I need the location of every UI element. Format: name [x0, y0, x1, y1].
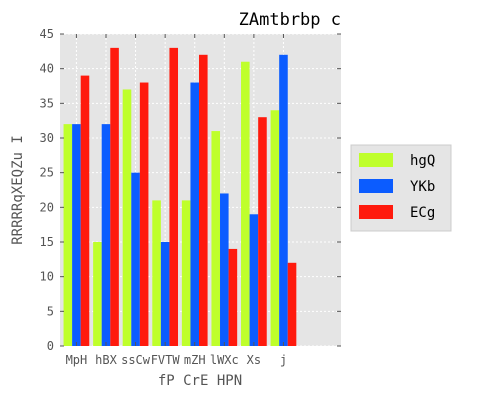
y-tick-label: 40: [40, 62, 54, 76]
legend-label-hgQ: hgQ: [410, 153, 435, 169]
bar-hgQ-MpH: [63, 124, 73, 346]
bar-ECg-MpH: [80, 75, 90, 346]
bar-hgQ-ssCw: [122, 89, 132, 346]
y-tick-label: 10: [40, 270, 54, 284]
x-tick-label: Xs: [247, 353, 261, 367]
bar-YKb-j: [279, 54, 288, 347]
bar-hgQ-hBX: [93, 242, 102, 346]
legend-swatch-hgQ: [359, 153, 393, 167]
legend-swatch-YKb: [359, 179, 393, 193]
bar-hgQ-mZH: [181, 200, 191, 346]
x-tick-label: mZH: [184, 353, 206, 367]
x-tick-label: FVTW: [151, 353, 181, 367]
bar-hgQ-j: [270, 110, 280, 347]
bars-group: [63, 47, 297, 347]
bar-YKb-lWXc: [220, 193, 229, 346]
x-axis-ticks: MpH hBX ssCw FVTW mZH lWXc Xs j: [66, 34, 287, 367]
y-tick-label: 30: [40, 131, 54, 145]
bar-hgQ-lWXc: [211, 131, 221, 346]
bar-YKb-Xs: [249, 214, 259, 346]
bar-YKb-FVTW: [160, 242, 170, 346]
y-tick-label: 5: [47, 304, 54, 318]
bar-YKb-mZH: [190, 82, 200, 347]
chart-title: ZAmtbrbp c: [239, 10, 341, 30]
legend: hgQ YKb ECg: [350, 144, 452, 232]
bar-ECg-j: [287, 262, 297, 346]
x-tick-label: lWXc: [210, 353, 239, 367]
bar-ECg-Xs: [258, 117, 267, 346]
y-tick-label: 45: [40, 27, 54, 41]
x-tick-label: ssCw: [121, 353, 151, 367]
bar-YKb-ssCw: [131, 172, 140, 346]
y-tick-label: 15: [40, 235, 54, 249]
y-axis-label: RRRRRqXEQZu I: [10, 135, 26, 245]
legend-label-YKb: YKb: [410, 179, 435, 195]
y-tick-label: 0: [47, 339, 54, 353]
y-axis-ticks: 0 5 10 15 20 25 30 35 40 45: [40, 27, 341, 353]
x-tick-label: MpH: [66, 353, 88, 367]
legend-swatch-ECg: [359, 205, 393, 219]
bar-ECg-lWXc: [228, 248, 238, 346]
bar-YKb-MpH: [72, 124, 81, 346]
y-tick-label: 35: [40, 96, 54, 110]
bar-ECg-FVTW: [169, 47, 179, 346]
x-tick-label: hBX: [95, 353, 117, 367]
bar-ECg-ssCw: [139, 82, 149, 347]
x-axis-label: fP CrE HPN: [158, 373, 242, 389]
bar-hgQ-Xs: [241, 61, 250, 346]
y-tick-label: 20: [40, 200, 54, 214]
legend-label-ECg: ECg: [410, 205, 435, 221]
bar-ECg-mZH: [199, 54, 208, 347]
y-tick-label: 25: [40, 166, 54, 180]
bar-ECg-hBX: [110, 47, 119, 346]
bar-hgQ-FVTW: [152, 200, 161, 346]
bar-YKb-hBX: [101, 124, 111, 346]
x-tick-label: j: [280, 353, 287, 367]
